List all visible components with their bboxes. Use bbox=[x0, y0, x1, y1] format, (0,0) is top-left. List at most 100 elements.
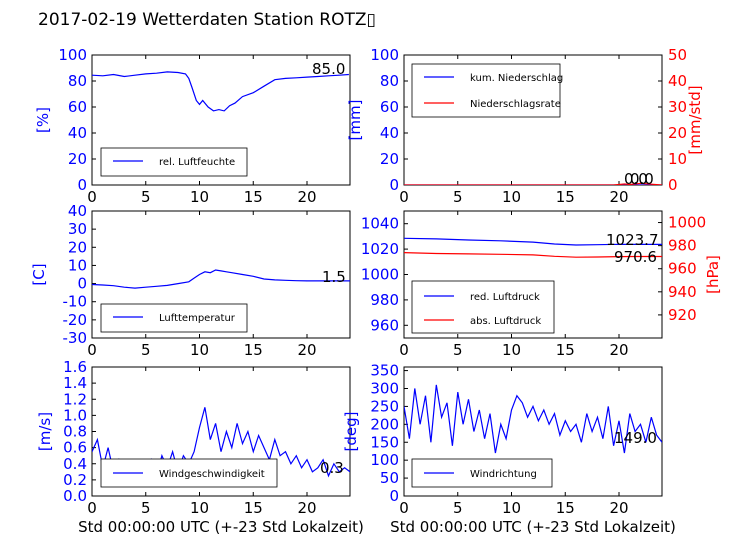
y-tick-label: 0 bbox=[77, 176, 87, 194]
y-tick-label: 0.8 bbox=[63, 423, 87, 441]
y-tick-label: 1040 bbox=[361, 215, 399, 233]
y-tick-label: 0 bbox=[389, 176, 399, 194]
y-tick-label: 150 bbox=[370, 433, 399, 451]
y2-tick-label: 980 bbox=[668, 237, 697, 255]
x-tick-label: 10 bbox=[190, 499, 209, 517]
series-line bbox=[404, 182, 662, 185]
legend-label: red. Luftdruck bbox=[470, 292, 540, 303]
x-tick-label: 15 bbox=[556, 341, 575, 359]
x-tick-label: 0 bbox=[399, 188, 409, 206]
y-tick-label: 30 bbox=[68, 220, 87, 238]
x-tick-label: 20 bbox=[609, 341, 628, 359]
y2-tick-label: 960 bbox=[668, 260, 697, 278]
x-tick-label: 15 bbox=[556, 499, 575, 517]
figure-title: 2017-02-19 Wetterdaten Station ROTZ▯ bbox=[38, 10, 376, 30]
x-axis-label: Std 00:00:00 UTC (+-23 Std Lokalzeit) bbox=[78, 518, 364, 536]
legend-label: abs. Luftdruck bbox=[470, 316, 541, 327]
x-tick-label: 20 bbox=[297, 341, 316, 359]
series-line bbox=[404, 252, 662, 258]
x-tick-label: 20 bbox=[609, 188, 628, 206]
y-tick-label: 20 bbox=[380, 150, 399, 168]
x-tick-label: 5 bbox=[141, 188, 151, 206]
x-tick-label: 5 bbox=[453, 499, 463, 517]
legend-box bbox=[411, 280, 555, 334]
legend-box bbox=[100, 147, 248, 177]
y-tick-label: 350 bbox=[370, 362, 399, 380]
y2-tick-label: 1000 bbox=[668, 214, 706, 232]
y-tick-label: -10 bbox=[63, 293, 88, 311]
x-tick-label: 15 bbox=[556, 188, 575, 206]
y2-tick-label: 40 bbox=[668, 72, 687, 90]
y-tick-label: 100 bbox=[58, 46, 87, 64]
x-tick-label: 0 bbox=[87, 499, 97, 517]
y-tick-label: 1.2 bbox=[63, 390, 87, 408]
x-tick-label: 10 bbox=[190, 188, 209, 206]
legend-label: Windgeschwindigkeit bbox=[159, 469, 265, 480]
value-annotation: 0.0 bbox=[630, 170, 654, 188]
legend-box bbox=[100, 303, 248, 333]
x-tick-label: 15 bbox=[244, 188, 263, 206]
y2-tick-label: 50 bbox=[668, 46, 687, 64]
legend-label: Niederschlagsrate bbox=[470, 99, 561, 110]
x-tick-label: 5 bbox=[453, 188, 463, 206]
y2-tick-label: 940 bbox=[668, 283, 697, 301]
series-line bbox=[92, 269, 350, 289]
x-tick-label: 0 bbox=[87, 341, 97, 359]
y-tick-label: 960 bbox=[370, 316, 399, 334]
x-tick-label: 5 bbox=[453, 341, 463, 359]
y-tick-label: 10 bbox=[68, 256, 87, 274]
y-tick-label: 80 bbox=[380, 72, 399, 90]
y-tick-label: 0.0 bbox=[63, 487, 87, 505]
y2-axis-label: [hPa] bbox=[704, 255, 722, 294]
x-tick-label: 10 bbox=[502, 341, 521, 359]
y2-tick-label: 920 bbox=[668, 306, 697, 324]
y2-tick-label: 0 bbox=[668, 176, 678, 194]
y-tick-label: -30 bbox=[63, 329, 88, 347]
x-tick-label: 15 bbox=[244, 341, 263, 359]
y-tick-label: 50 bbox=[380, 469, 399, 487]
y-tick-label: 1000 bbox=[361, 266, 399, 284]
x-tick-label: 5 bbox=[141, 499, 151, 517]
series-line bbox=[92, 71, 349, 112]
value-annotation: 0.3 bbox=[320, 459, 344, 477]
y2-tick-label: 10 bbox=[668, 150, 687, 168]
y-tick-label: 80 bbox=[68, 72, 87, 90]
panel-frame bbox=[91, 54, 351, 186]
y-tick-label: 60 bbox=[68, 98, 87, 116]
y-axis-label: [deg] bbox=[342, 412, 360, 452]
y-tick-label: 1020 bbox=[361, 240, 399, 258]
legend-box bbox=[411, 63, 561, 118]
x-tick-label: 10 bbox=[502, 188, 521, 206]
y-tick-label: 980 bbox=[370, 291, 399, 309]
value-annotation: 0.0 bbox=[624, 170, 648, 188]
value-annotation: 149.0 bbox=[614, 429, 657, 447]
y2-tick-label: 30 bbox=[668, 98, 687, 116]
y-tick-label: 250 bbox=[370, 397, 399, 415]
panel-frame bbox=[91, 210, 351, 339]
value-annotation: 1.5 bbox=[322, 268, 346, 286]
y-tick-label: 0.4 bbox=[63, 455, 87, 473]
x-tick-label: 20 bbox=[297, 499, 316, 517]
y-tick-label: 60 bbox=[380, 98, 399, 116]
series-line bbox=[404, 237, 662, 246]
y-tick-label: 40 bbox=[380, 124, 399, 142]
value-annotation: 85.0 bbox=[312, 60, 345, 78]
y-tick-label: -20 bbox=[63, 311, 88, 329]
y-tick-label: 1.0 bbox=[63, 406, 87, 424]
x-tick-label: 0 bbox=[399, 499, 409, 517]
x-tick-label: 0 bbox=[399, 341, 409, 359]
y2-tick-label: 20 bbox=[668, 124, 687, 142]
x-tick-label: 10 bbox=[190, 341, 209, 359]
x-axis-label: Std 00:00:00 UTC (+-23 Std Lokalzeit) bbox=[390, 518, 676, 536]
y-tick-label: 100 bbox=[370, 46, 399, 64]
y-tick-label: 20 bbox=[68, 150, 87, 168]
value-annotation: 1023.7 bbox=[606, 231, 659, 249]
y-tick-label: 20 bbox=[68, 238, 87, 256]
y-tick-label: 0.2 bbox=[63, 471, 87, 489]
x-tick-label: 5 bbox=[141, 341, 151, 359]
panel-frame bbox=[403, 366, 663, 497]
value-annotation: 970.6 bbox=[614, 248, 657, 266]
y-tick-label: 0.6 bbox=[63, 439, 87, 457]
y-tick-label: 1.4 bbox=[63, 374, 87, 392]
